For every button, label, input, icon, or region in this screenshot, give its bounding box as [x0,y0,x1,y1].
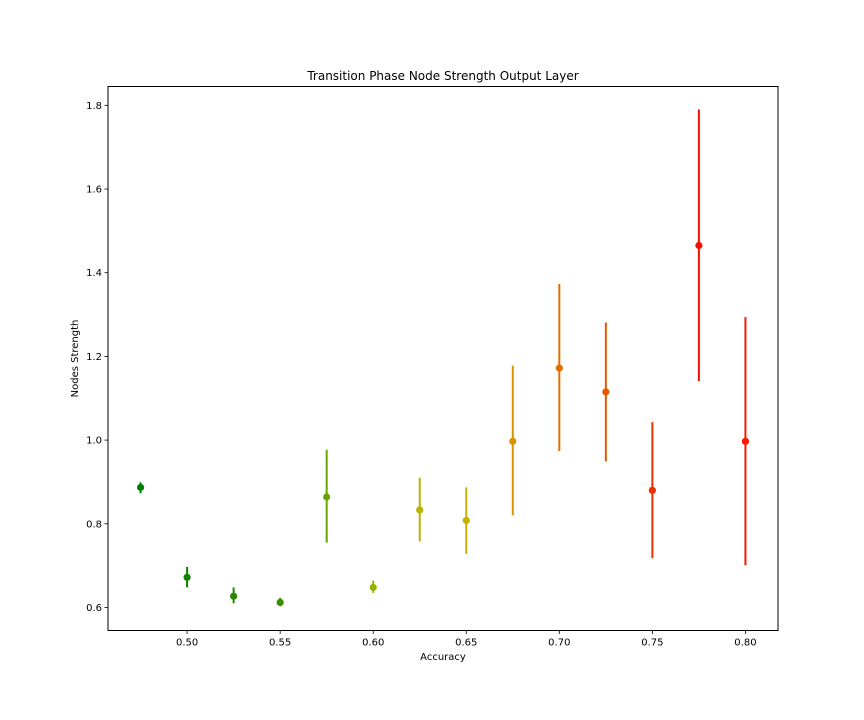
x-axis-label: Accuracy [420,652,466,663]
data-point-4 [323,493,331,501]
y-tick-label-2: 1.0 [86,436,102,447]
y-tick-label-1: 0.8 [86,519,102,530]
x-tick-label-4: 0.70 [548,638,570,649]
y-axis-label: Nodes Strength [70,320,81,398]
data-point-2 [230,592,238,600]
y-tick-label-3: 1.2 [86,352,102,363]
data-point-0 [136,483,145,491]
data-point-6 [416,506,424,514]
plot-area [107,86,779,631]
data-point-11 [648,486,656,494]
x-tick-label-5: 0.75 [641,638,663,649]
y-tick-label-0: 0.6 [86,603,102,614]
data-point-3 [276,598,284,607]
x-tick-label-1: 0.55 [269,638,291,649]
plot-frame [107,86,779,631]
chart-title: Transition Phase Node Strength Output La… [306,69,578,83]
x-axis-ticks: 0.50 0.55 0.60 0.65 0.70 0.75 0.80 [176,630,757,649]
data-points [136,241,750,607]
data-point-1 [183,573,191,581]
y-axis-ticks: 0.6 0.8 1.0 1.2 1.4 1.6 1.8 [86,101,108,614]
data-point-12 [695,241,703,250]
x-tick-label-3: 0.65 [455,638,477,649]
data-point-13 [741,437,750,445]
error-bars [139,109,747,607]
x-tick-label-2: 0.60 [362,638,384,649]
y-tick-label-4: 1.4 [86,268,102,279]
data-point-10 [602,388,610,396]
data-point-7 [462,516,470,525]
x-tick-label-0: 0.50 [176,638,198,649]
y-tick-label-6: 1.8 [86,101,102,112]
data-point-9 [555,364,563,372]
y-tick-label-5: 1.6 [86,185,102,196]
data-point-5 [369,583,377,591]
data-point-8 [509,437,517,445]
x-tick-label-6: 0.80 [734,638,756,649]
